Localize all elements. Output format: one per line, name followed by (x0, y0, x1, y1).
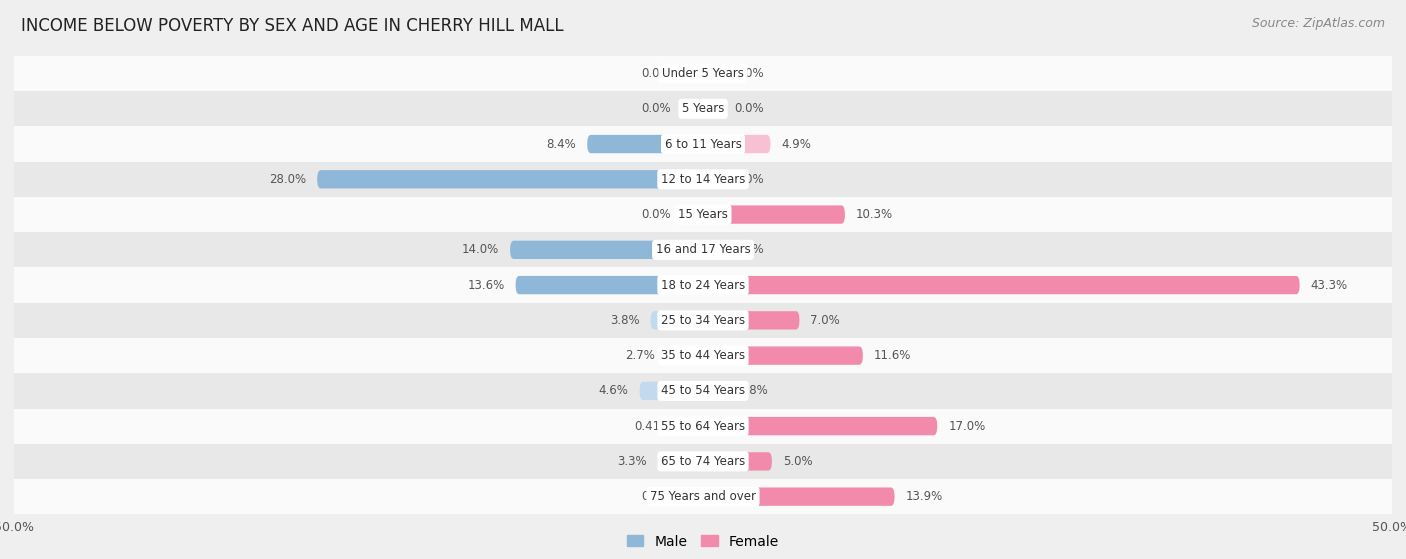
FancyBboxPatch shape (658, 452, 703, 471)
Text: 5.0%: 5.0% (783, 455, 813, 468)
Text: 18 to 24 Years: 18 to 24 Years (661, 278, 745, 292)
FancyBboxPatch shape (703, 205, 845, 224)
Text: 1.8%: 1.8% (738, 385, 769, 397)
Text: 65 to 74 Years: 65 to 74 Years (661, 455, 745, 468)
Text: 7.0%: 7.0% (810, 314, 841, 327)
FancyBboxPatch shape (703, 311, 800, 329)
Bar (14, 479, 1392, 514)
Text: Source: ZipAtlas.com: Source: ZipAtlas.com (1251, 17, 1385, 30)
Bar (14, 267, 1392, 303)
FancyBboxPatch shape (682, 64, 703, 83)
FancyBboxPatch shape (703, 382, 728, 400)
Text: 45 to 54 Years: 45 to 54 Years (661, 385, 745, 397)
FancyBboxPatch shape (318, 170, 703, 188)
Text: 13.9%: 13.9% (905, 490, 943, 503)
FancyBboxPatch shape (682, 487, 703, 506)
Text: 11.6%: 11.6% (875, 349, 911, 362)
Text: 0.0%: 0.0% (735, 67, 765, 80)
FancyBboxPatch shape (640, 382, 703, 400)
Legend: Male, Female: Male, Female (627, 534, 779, 548)
Bar (14, 444, 1392, 479)
Bar (14, 373, 1392, 409)
Bar (14, 162, 1392, 197)
Text: 2.7%: 2.7% (624, 349, 655, 362)
FancyBboxPatch shape (510, 241, 703, 259)
Text: 17.0%: 17.0% (948, 420, 986, 433)
Text: 75 Years and over: 75 Years and over (650, 490, 756, 503)
FancyBboxPatch shape (703, 135, 770, 153)
FancyBboxPatch shape (588, 135, 703, 153)
Text: Under 5 Years: Under 5 Years (662, 67, 744, 80)
FancyBboxPatch shape (703, 64, 724, 83)
Bar (14, 56, 1392, 91)
Text: 0.0%: 0.0% (735, 243, 765, 257)
Text: 28.0%: 28.0% (269, 173, 307, 186)
Text: 3.3%: 3.3% (617, 455, 647, 468)
Text: 14.0%: 14.0% (461, 243, 499, 257)
FancyBboxPatch shape (666, 347, 703, 365)
Text: 4.9%: 4.9% (782, 138, 811, 150)
Text: 0.0%: 0.0% (735, 102, 765, 115)
FancyBboxPatch shape (682, 205, 703, 224)
Text: 25 to 34 Years: 25 to 34 Years (661, 314, 745, 327)
Text: 15 Years: 15 Years (678, 208, 728, 221)
Text: 0.0%: 0.0% (735, 173, 765, 186)
Text: 43.3%: 43.3% (1310, 278, 1348, 292)
Bar (14, 197, 1392, 232)
FancyBboxPatch shape (703, 170, 724, 188)
Text: 0.0%: 0.0% (641, 102, 671, 115)
Text: 0.0%: 0.0% (641, 67, 671, 80)
Text: 8.4%: 8.4% (547, 138, 576, 150)
Text: 3.8%: 3.8% (610, 314, 640, 327)
FancyBboxPatch shape (703, 241, 724, 259)
Text: 55 to 64 Years: 55 to 64 Years (661, 420, 745, 433)
Text: 5 Years: 5 Years (682, 102, 724, 115)
FancyBboxPatch shape (516, 276, 703, 294)
Text: 12 to 14 Years: 12 to 14 Years (661, 173, 745, 186)
Text: 13.6%: 13.6% (467, 278, 505, 292)
Bar (14, 409, 1392, 444)
Text: 16 and 17 Years: 16 and 17 Years (655, 243, 751, 257)
Text: 10.3%: 10.3% (856, 208, 893, 221)
Bar (14, 303, 1392, 338)
FancyBboxPatch shape (703, 100, 724, 118)
Bar (14, 91, 1392, 126)
Text: 35 to 44 Years: 35 to 44 Years (661, 349, 745, 362)
Text: INCOME BELOW POVERTY BY SEX AND AGE IN CHERRY HILL MALL: INCOME BELOW POVERTY BY SEX AND AGE IN C… (21, 17, 564, 35)
FancyBboxPatch shape (682, 100, 703, 118)
Text: 4.6%: 4.6% (599, 385, 628, 397)
FancyBboxPatch shape (697, 417, 703, 435)
Text: 0.0%: 0.0% (641, 490, 671, 503)
Text: 0.0%: 0.0% (641, 208, 671, 221)
FancyBboxPatch shape (651, 311, 703, 329)
Text: 0.41%: 0.41% (634, 420, 671, 433)
Text: 6 to 11 Years: 6 to 11 Years (665, 138, 741, 150)
Bar (14, 126, 1392, 162)
Bar (14, 232, 1392, 267)
FancyBboxPatch shape (703, 347, 863, 365)
FancyBboxPatch shape (703, 487, 894, 506)
FancyBboxPatch shape (703, 417, 938, 435)
FancyBboxPatch shape (703, 276, 1299, 294)
FancyBboxPatch shape (703, 452, 772, 471)
Bar (14, 338, 1392, 373)
